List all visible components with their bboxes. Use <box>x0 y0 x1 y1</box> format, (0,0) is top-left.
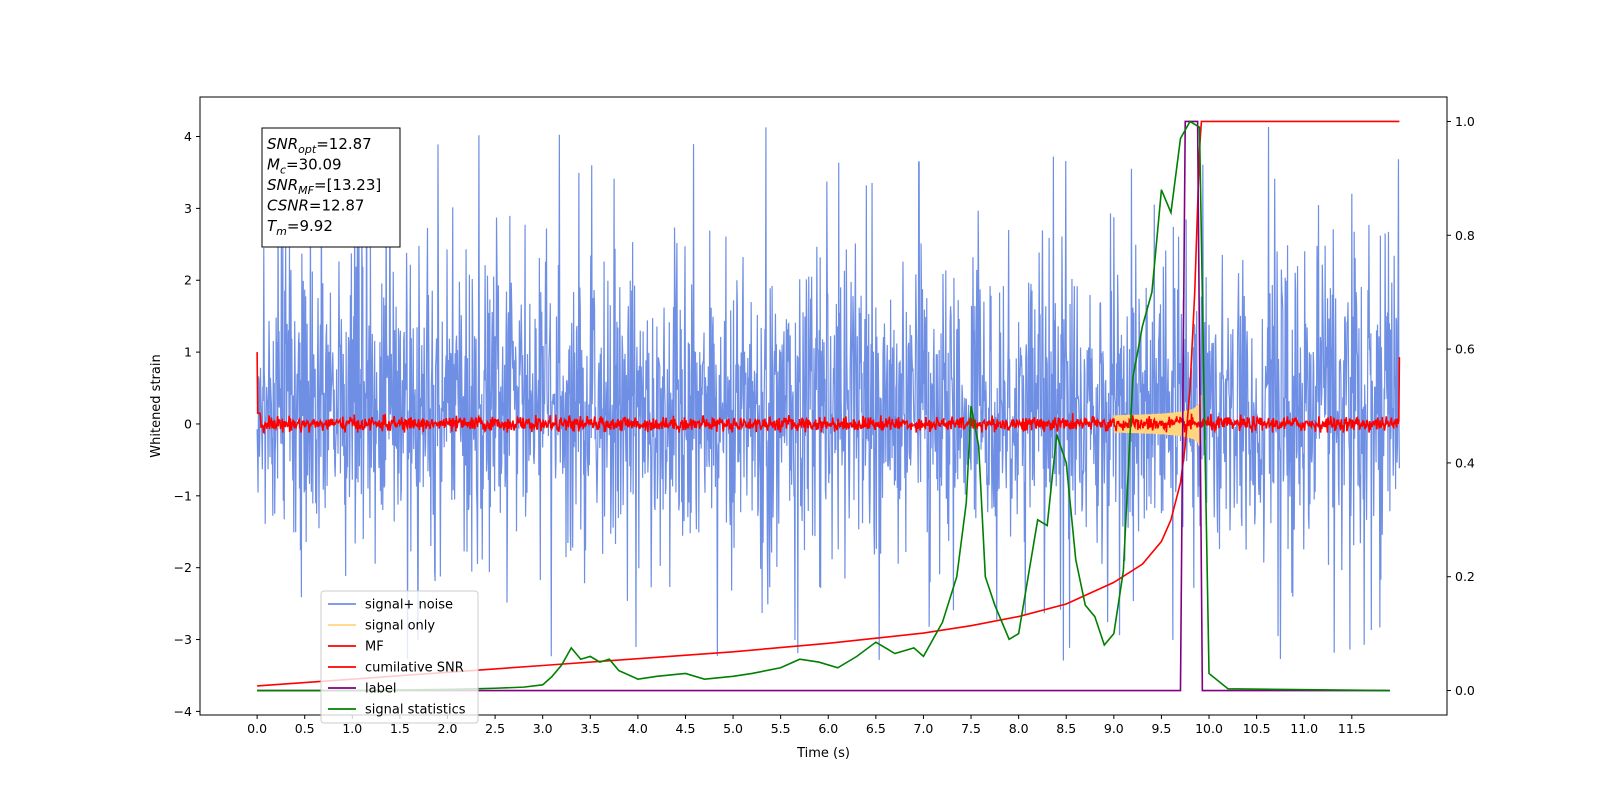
legend-label: signal+ noise <box>365 598 453 613</box>
info-line: Tm=9.92 <box>267 217 333 238</box>
plot-frame <box>199 96 1448 716</box>
legend-label: cumilative SNR <box>365 661 464 676</box>
info-line: CSNR=12.87 <box>267 197 364 215</box>
x-tick-label: 7.5 <box>961 721 981 736</box>
plot-data-layer <box>256 120 1401 692</box>
y-tick-label: −2 <box>174 560 192 575</box>
x-tick-label: 5.5 <box>771 721 791 736</box>
y-tick-label: 0 <box>184 416 192 431</box>
y2-tick-label: 0.4 <box>1455 455 1475 470</box>
x-tick-label: 0.0 <box>247 721 267 736</box>
y2-tick-label: 0.6 <box>1455 342 1475 357</box>
x-tick-label: 1.5 <box>390 721 410 736</box>
y-tick-label: −3 <box>174 632 192 647</box>
series-signal-noise <box>256 127 1400 661</box>
x-tick-label: 8.0 <box>1009 721 1029 736</box>
x-tick-label: 3.5 <box>580 721 600 736</box>
legend-frame <box>320 590 479 724</box>
x-tick-label: 5.0 <box>723 721 743 736</box>
series-mf <box>256 352 1401 435</box>
x-axis: 0.0 0.5 1.0 1.5 2.0 2.5 3.0 3.5 4.0 4.5 5.0 5.5 6.0 6… <box>247 715 1366 736</box>
y-axis-left: −4 −3 −2 −1 0 1 2 3 4 <box>174 129 200 719</box>
info-box: SNRopt=12.87Mc=30.09SNRMF=[13.23]CSNR=12… <box>261 127 401 248</box>
x-tick-label: 2.5 <box>485 721 505 736</box>
x-tick-label: 1.0 <box>342 721 362 736</box>
y-tick-label: 3 <box>184 201 192 216</box>
y-axis-right: 0.0 0.2 0.4 0.6 0.8 1.0 <box>1447 114 1475 698</box>
x-tick-label: 9.0 <box>1104 721 1124 736</box>
x-tick-label: 10.5 <box>1243 721 1271 736</box>
y2-tick-label: 0.8 <box>1455 228 1475 243</box>
x-tick-label: 4.5 <box>676 721 696 736</box>
y-tick-label: 1 <box>184 345 192 360</box>
legend-label: label <box>365 682 396 697</box>
legend-label: signal statistics <box>365 703 466 718</box>
x-tick-label: 6.0 <box>818 721 838 736</box>
x-tick-label: 9.5 <box>1151 721 1171 736</box>
legend: signal+ noise signal only MF cumilative SNR… <box>320 590 479 724</box>
y-tick-label: −4 <box>174 704 192 719</box>
info-line: Mc=30.09 <box>267 156 342 177</box>
y-axis-label: Whitened strain <box>149 354 164 457</box>
x-tick-label: 8.5 <box>1056 721 1076 736</box>
legend-label: signal only <box>365 619 435 634</box>
y-tick-label: 2 <box>184 273 192 288</box>
x-tick-label: 2.0 <box>438 721 458 736</box>
legend-label: MF <box>365 640 384 655</box>
x-tick-label: 11.5 <box>1338 721 1366 736</box>
x-tick-label: 10.0 <box>1195 721 1223 736</box>
x-tick-label: 4.0 <box>628 721 648 736</box>
x-tick-label: 3.0 <box>533 721 553 736</box>
x-axis-label: Time (s) <box>796 746 850 761</box>
y2-tick-label: 1.0 <box>1455 114 1475 129</box>
y2-tick-label: 0.0 <box>1455 683 1475 698</box>
y-tick-label: 4 <box>184 129 192 144</box>
y-tick-label: −1 <box>174 488 192 503</box>
info-line: SNRopt=12.87 <box>267 135 372 156</box>
x-tick-label: 11.0 <box>1290 721 1318 736</box>
x-tick-label: 0.5 <box>295 721 315 736</box>
series-signal-statistics <box>257 120 1390 692</box>
x-tick-label: 6.5 <box>866 721 886 736</box>
x-tick-label: 7.0 <box>914 721 934 736</box>
info-line: SNRMF=[13.23] <box>267 176 381 197</box>
info-box-frame <box>261 127 401 248</box>
y2-tick-label: 0.2 <box>1455 569 1475 584</box>
